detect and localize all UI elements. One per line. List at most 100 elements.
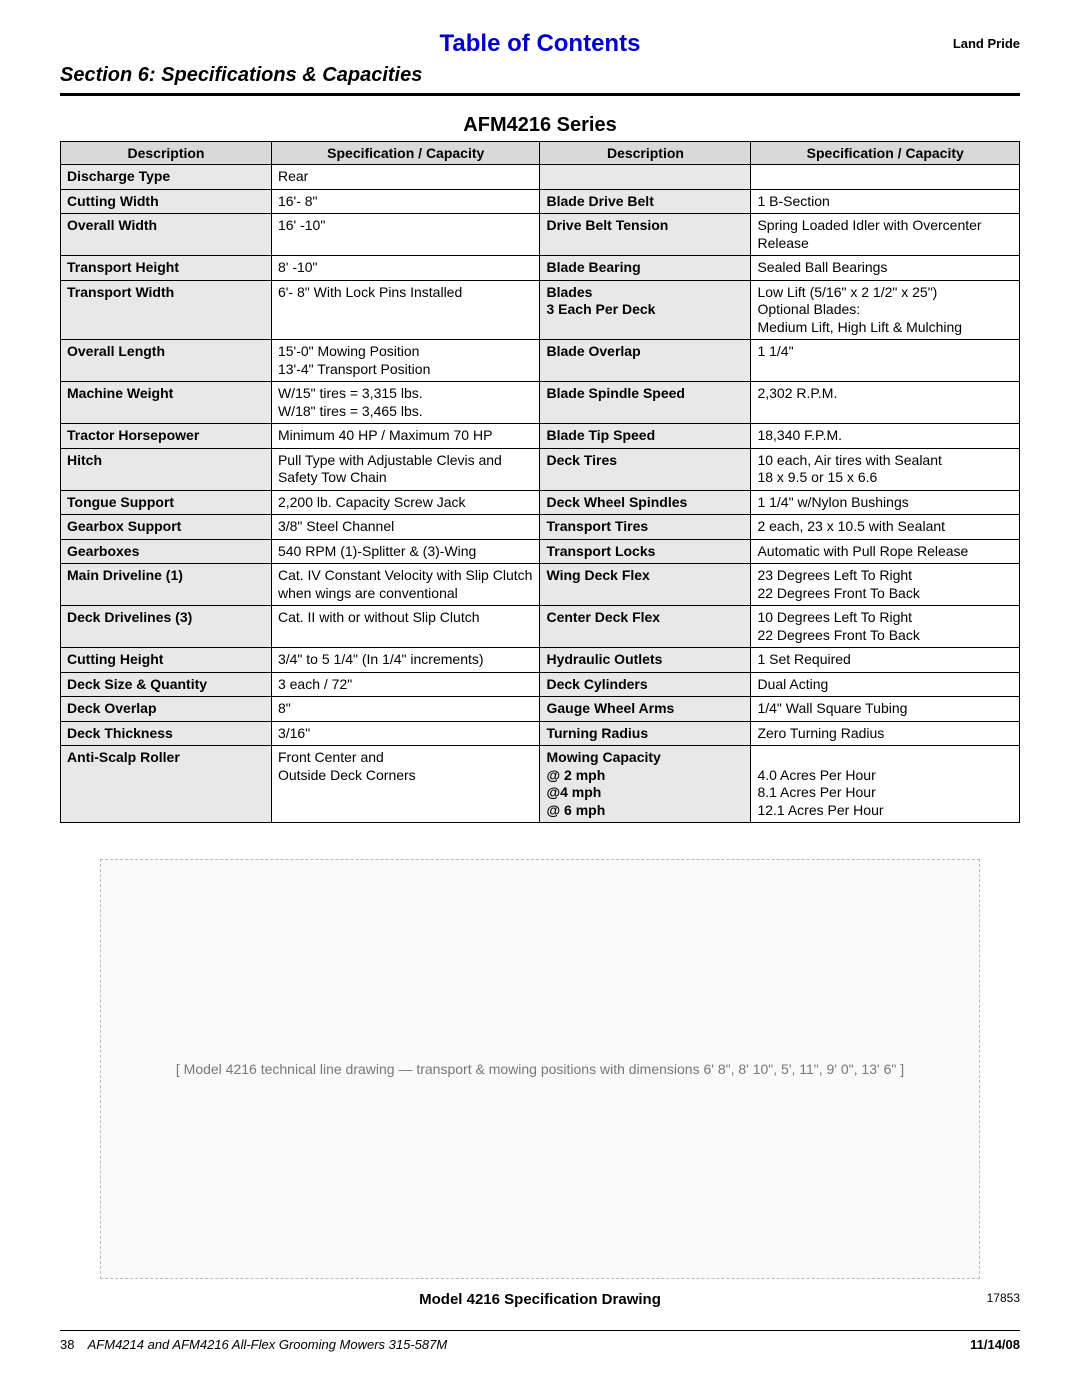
- toc-link[interactable]: Table of Contents: [440, 30, 641, 57]
- spec-value: 10 Degrees Left To Right22 Degrees Front…: [751, 606, 1020, 648]
- table-row: HitchPull Type with Adjustable Clevis an…: [61, 448, 1020, 490]
- spec-value: 10 each, Air tires with Sealant18 x 9.5 …: [751, 448, 1020, 490]
- spec-description: Blade Tip Speed: [540, 424, 751, 449]
- spec-table: Description Specification / Capacity Des…: [60, 141, 1020, 823]
- spec-value: Cat. II with or without Slip Clutch: [271, 606, 540, 648]
- spec-description: Tongue Support: [61, 490, 272, 515]
- drawing-fig-number: 17853: [987, 1291, 1020, 1305]
- spec-value: 4.0 Acres Per Hour8.1 Acres Per Hour12.1…: [751, 746, 1020, 823]
- spec-value: 3/8" Steel Channel: [271, 515, 540, 540]
- drawing-section: [ Model 4216 technical line drawing — tr…: [60, 859, 1020, 1308]
- spec-description: Blades3 Each Per Deck: [540, 280, 751, 340]
- table-row: Anti-Scalp RollerFront Center andOutside…: [61, 746, 1020, 823]
- header: Table of Contents Land Pride: [60, 30, 1020, 58]
- section-title: Section 6: Specifications & Capacities: [60, 64, 1020, 87]
- spec-description: Transport Height: [61, 256, 272, 281]
- spec-value: W/15" tires = 3,315 lbs.W/18" tires = 3,…: [271, 382, 540, 424]
- page: Table of Contents Land Pride Section 6: …: [0, 0, 1080, 1372]
- spec-description: Deck Cylinders: [540, 672, 751, 697]
- spec-value: 1 1/4" w/Nylon Bushings: [751, 490, 1020, 515]
- spec-value: 1 B-Section: [751, 189, 1020, 214]
- spec-description: Deck Tires: [540, 448, 751, 490]
- table-row: Deck Drivelines (3)Cat. II with or witho…: [61, 606, 1020, 648]
- spec-description: Transport Locks: [540, 539, 751, 564]
- spec-description: Turning Radius: [540, 721, 751, 746]
- spec-value: 16' -10": [271, 214, 540, 256]
- spec-description: Transport Width: [61, 280, 272, 340]
- brand-label: Land Pride: [953, 36, 1020, 51]
- spec-value: Rear: [271, 165, 540, 190]
- table-row: Overall Length15'-0" Mowing Position13'-…: [61, 340, 1020, 382]
- spec-value: 6'- 8" With Lock Pins Installed: [271, 280, 540, 340]
- spec-value: 3/16": [271, 721, 540, 746]
- spec-value: [751, 165, 1020, 190]
- spec-value: 1 Set Required: [751, 648, 1020, 673]
- spec-description: Gauge Wheel Arms: [540, 697, 751, 722]
- series-title: AFM4216 Series: [60, 114, 1020, 137]
- spec-value: Cat. IV Constant Velocity with Slip Clut…: [271, 564, 540, 606]
- table-row: Overall Width16' -10"Drive Belt TensionS…: [61, 214, 1020, 256]
- spec-description: Blade Spindle Speed: [540, 382, 751, 424]
- footer-divider: [60, 1330, 1020, 1331]
- spec-value: Zero Turning Radius: [751, 721, 1020, 746]
- spec-value: 8": [271, 697, 540, 722]
- table-row: Deck Overlap8"Gauge Wheel Arms1/4" Wall …: [61, 697, 1020, 722]
- spec-value: 16'- 8": [271, 189, 540, 214]
- table-row: Cutting Width16'- 8"Blade Drive Belt1 B-…: [61, 189, 1020, 214]
- table-row: Transport Width6'- 8" With Lock Pins Ins…: [61, 280, 1020, 340]
- spec-description: Main Driveline (1): [61, 564, 272, 606]
- spec-description: Deck Wheel Spindles: [540, 490, 751, 515]
- spec-description: Machine Weight: [61, 382, 272, 424]
- spec-description: Blade Overlap: [540, 340, 751, 382]
- spec-description: Hitch: [61, 448, 272, 490]
- spec-value: 540 RPM (1)-Splitter & (3)-Wing: [271, 539, 540, 564]
- spec-description: Wing Deck Flex: [540, 564, 751, 606]
- col-header: Specification / Capacity: [271, 142, 540, 165]
- spec-value: 2,200 lb. Capacity Screw Jack: [271, 490, 540, 515]
- spec-description: Blade Bearing: [540, 256, 751, 281]
- table-row: Gearbox Support3/8" Steel ChannelTranspo…: [61, 515, 1020, 540]
- table-row: Transport Height8' -10"Blade BearingSeal…: [61, 256, 1020, 281]
- spec-description: Anti-Scalp Roller: [61, 746, 272, 823]
- spec-value: 18,340 F.P.M.: [751, 424, 1020, 449]
- spec-value: Front Center andOutside Deck Corners: [271, 746, 540, 823]
- spec-value: 2,302 R.P.M.: [751, 382, 1020, 424]
- spec-value: 3 each / 72": [271, 672, 540, 697]
- spec-value: Sealed Ball Bearings: [751, 256, 1020, 281]
- col-header: Description: [61, 142, 272, 165]
- spec-description: Overall Width: [61, 214, 272, 256]
- table-row: Main Driveline (1)Cat. IV Constant Veloc…: [61, 564, 1020, 606]
- spec-value: 15'-0" Mowing Position13'-4" Transport P…: [271, 340, 540, 382]
- spec-value: Low Lift (5/16" x 2 1/2" x 25")Optional …: [751, 280, 1020, 340]
- col-header: Description: [540, 142, 751, 165]
- spec-description: Gearboxes: [61, 539, 272, 564]
- spec-description: Cutting Width: [61, 189, 272, 214]
- footer-date: 11/14/08: [970, 1337, 1020, 1352]
- spec-description: Overall Length: [61, 340, 272, 382]
- footer-doc-title: AFM4214 and AFM4216 All-Flex Grooming Mo…: [88, 1337, 448, 1352]
- table-row: Deck Thickness3/16"Turning RadiusZero Tu…: [61, 721, 1020, 746]
- col-header: Specification / Capacity: [751, 142, 1020, 165]
- spec-value: 8' -10": [271, 256, 540, 281]
- table-row: Deck Size & Quantity3 each / 72"Deck Cyl…: [61, 672, 1020, 697]
- spec-description: Deck Overlap: [61, 697, 272, 722]
- spec-description: Drive Belt Tension: [540, 214, 751, 256]
- spec-value: Pull Type with Adjustable Clevis and Saf…: [271, 448, 540, 490]
- table-row: Gearboxes540 RPM (1)-Splitter & (3)-Wing…: [61, 539, 1020, 564]
- divider: [60, 93, 1020, 96]
- spec-description: Tractor Horsepower: [61, 424, 272, 449]
- spec-description: Cutting Height: [61, 648, 272, 673]
- table-row: Tongue Support2,200 lb. Capacity Screw J…: [61, 490, 1020, 515]
- table-row: Machine WeightW/15" tires = 3,315 lbs.W/…: [61, 382, 1020, 424]
- spec-value: Automatic with Pull Rope Release: [751, 539, 1020, 564]
- table-header-row: Description Specification / Capacity Des…: [61, 142, 1020, 165]
- spec-value: Spring Loaded Idler with Overcenter Rele…: [751, 214, 1020, 256]
- spec-description: [540, 165, 751, 190]
- spec-description: Transport Tires: [540, 515, 751, 540]
- spec-description: Discharge Type: [61, 165, 272, 190]
- spec-value: 1/4" Wall Square Tubing: [751, 697, 1020, 722]
- table-row: Tractor HorsepowerMinimum 40 HP / Maximu…: [61, 424, 1020, 449]
- drawing-caption-row: Model 4216 Specification Drawing 17853: [60, 1291, 1020, 1308]
- spec-value: 3/4" to 5 1/4" (In 1/4" increments): [271, 648, 540, 673]
- spec-value: Dual Acting: [751, 672, 1020, 697]
